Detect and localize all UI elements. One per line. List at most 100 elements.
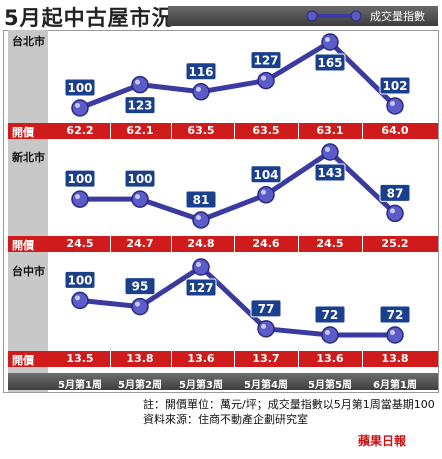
data-point xyxy=(321,326,339,344)
legend-marker-left xyxy=(306,10,318,22)
data-point-highlight xyxy=(390,330,395,335)
data-label-box xyxy=(250,299,282,318)
data-point-highlight xyxy=(196,262,201,267)
price-row-taipei xyxy=(8,123,438,139)
data-point-highlight xyxy=(325,330,330,335)
data-label: 143 xyxy=(317,166,342,180)
data-label: 123 xyxy=(127,99,152,113)
price-row-separator xyxy=(171,123,172,139)
data-label-box xyxy=(314,163,346,182)
price-value: 24.5 xyxy=(66,237,94,250)
price-row-separator xyxy=(362,236,363,252)
data-label: 102 xyxy=(382,79,407,93)
data-point-highlight xyxy=(325,147,330,152)
data-label-box xyxy=(185,190,217,209)
price-row-new-taipei xyxy=(8,236,438,252)
panel-city-taipei: 台北市 xyxy=(12,35,45,48)
data-point-highlight xyxy=(261,75,266,81)
data-point-highlight xyxy=(135,194,140,200)
price-value: 13.6 xyxy=(316,352,344,365)
price-row-separator xyxy=(171,351,172,367)
week-label: 5月第5周 xyxy=(308,380,352,391)
week-label: 6月第1周 xyxy=(373,380,417,391)
data-point xyxy=(131,297,149,316)
series-line xyxy=(77,149,398,223)
data-label: 95 xyxy=(132,280,149,294)
price-row-taichung xyxy=(8,351,438,367)
price-row-separator xyxy=(234,351,235,367)
price-value: 64.0 xyxy=(381,124,409,137)
data-point xyxy=(192,211,210,229)
data-label-box xyxy=(124,277,156,296)
data-point xyxy=(192,258,210,276)
data-point xyxy=(386,326,404,344)
data-point xyxy=(131,190,149,208)
data-label: 87 xyxy=(387,186,404,200)
left-gray-strip xyxy=(8,30,48,392)
data-label-box xyxy=(64,169,96,188)
data-label-box xyxy=(314,53,346,72)
price-value: 13.7 xyxy=(252,352,280,365)
data-label-box xyxy=(250,165,282,184)
week-label: 5月第1周 xyxy=(58,380,102,391)
price-value: 24.7 xyxy=(126,237,154,250)
price-value: 13.5 xyxy=(66,352,94,365)
panel-city-taichung: 台中市 xyxy=(12,265,45,278)
price-row-separator xyxy=(234,236,235,252)
week-label: 5月第3周 xyxy=(179,380,223,391)
data-label-box xyxy=(185,62,217,81)
price-row-label: 開價 xyxy=(12,126,34,139)
data-point-highlight xyxy=(196,215,201,220)
week-label: 5月第2周 xyxy=(118,380,162,391)
data-point xyxy=(386,204,404,223)
data-label: 100 xyxy=(67,81,92,95)
data-label-box xyxy=(185,278,217,297)
data-point xyxy=(257,320,275,338)
price-row-label: 開價 xyxy=(12,239,34,252)
data-point-highlight xyxy=(261,189,266,195)
data-label-box xyxy=(124,96,156,115)
data-label: 116 xyxy=(188,65,213,79)
data-point xyxy=(71,99,89,117)
price-value: 63.5 xyxy=(187,124,215,137)
data-label-box xyxy=(250,51,282,70)
data-point xyxy=(192,83,210,101)
data-label-box xyxy=(379,76,411,95)
price-row-separator xyxy=(362,351,363,367)
price-value: 63.5 xyxy=(252,124,280,137)
price-value: 13.8 xyxy=(381,352,409,365)
data-point xyxy=(257,186,275,204)
data-point xyxy=(321,143,339,161)
data-point-highlight xyxy=(390,208,395,214)
data-label-box xyxy=(379,183,411,202)
week-axis-bar xyxy=(8,373,438,390)
price-value: 24.8 xyxy=(187,237,215,250)
series-line xyxy=(77,264,398,338)
price-value: 25.2 xyxy=(381,237,409,250)
panel-city-new-taipei: 新北市 xyxy=(12,151,45,164)
price-row-separator xyxy=(234,123,235,139)
data-label: 104 xyxy=(253,168,278,182)
data-point-highlight xyxy=(135,301,140,307)
data-label: 127 xyxy=(188,281,213,295)
data-point xyxy=(321,33,339,51)
legend-marker-right xyxy=(350,10,362,22)
legend-bar xyxy=(168,6,438,26)
publisher-logo: 蘋果日報 xyxy=(358,434,407,448)
data-point xyxy=(386,97,404,115)
data-point-highlight xyxy=(261,323,266,329)
data-label: 77 xyxy=(258,302,275,316)
price-value: 62.2 xyxy=(66,124,94,137)
price-row-separator xyxy=(110,123,111,139)
price-value: 24.6 xyxy=(252,237,280,250)
week-label: 5月第4周 xyxy=(244,380,288,391)
note-source: 資料來源：住商不動產企劃研究室 xyxy=(143,413,308,426)
price-row-separator xyxy=(298,236,299,252)
data-point-highlight xyxy=(325,37,330,42)
price-row-label: 開價 xyxy=(12,354,34,367)
price-value: 13.6 xyxy=(187,352,215,365)
data-label: 72 xyxy=(387,308,404,322)
